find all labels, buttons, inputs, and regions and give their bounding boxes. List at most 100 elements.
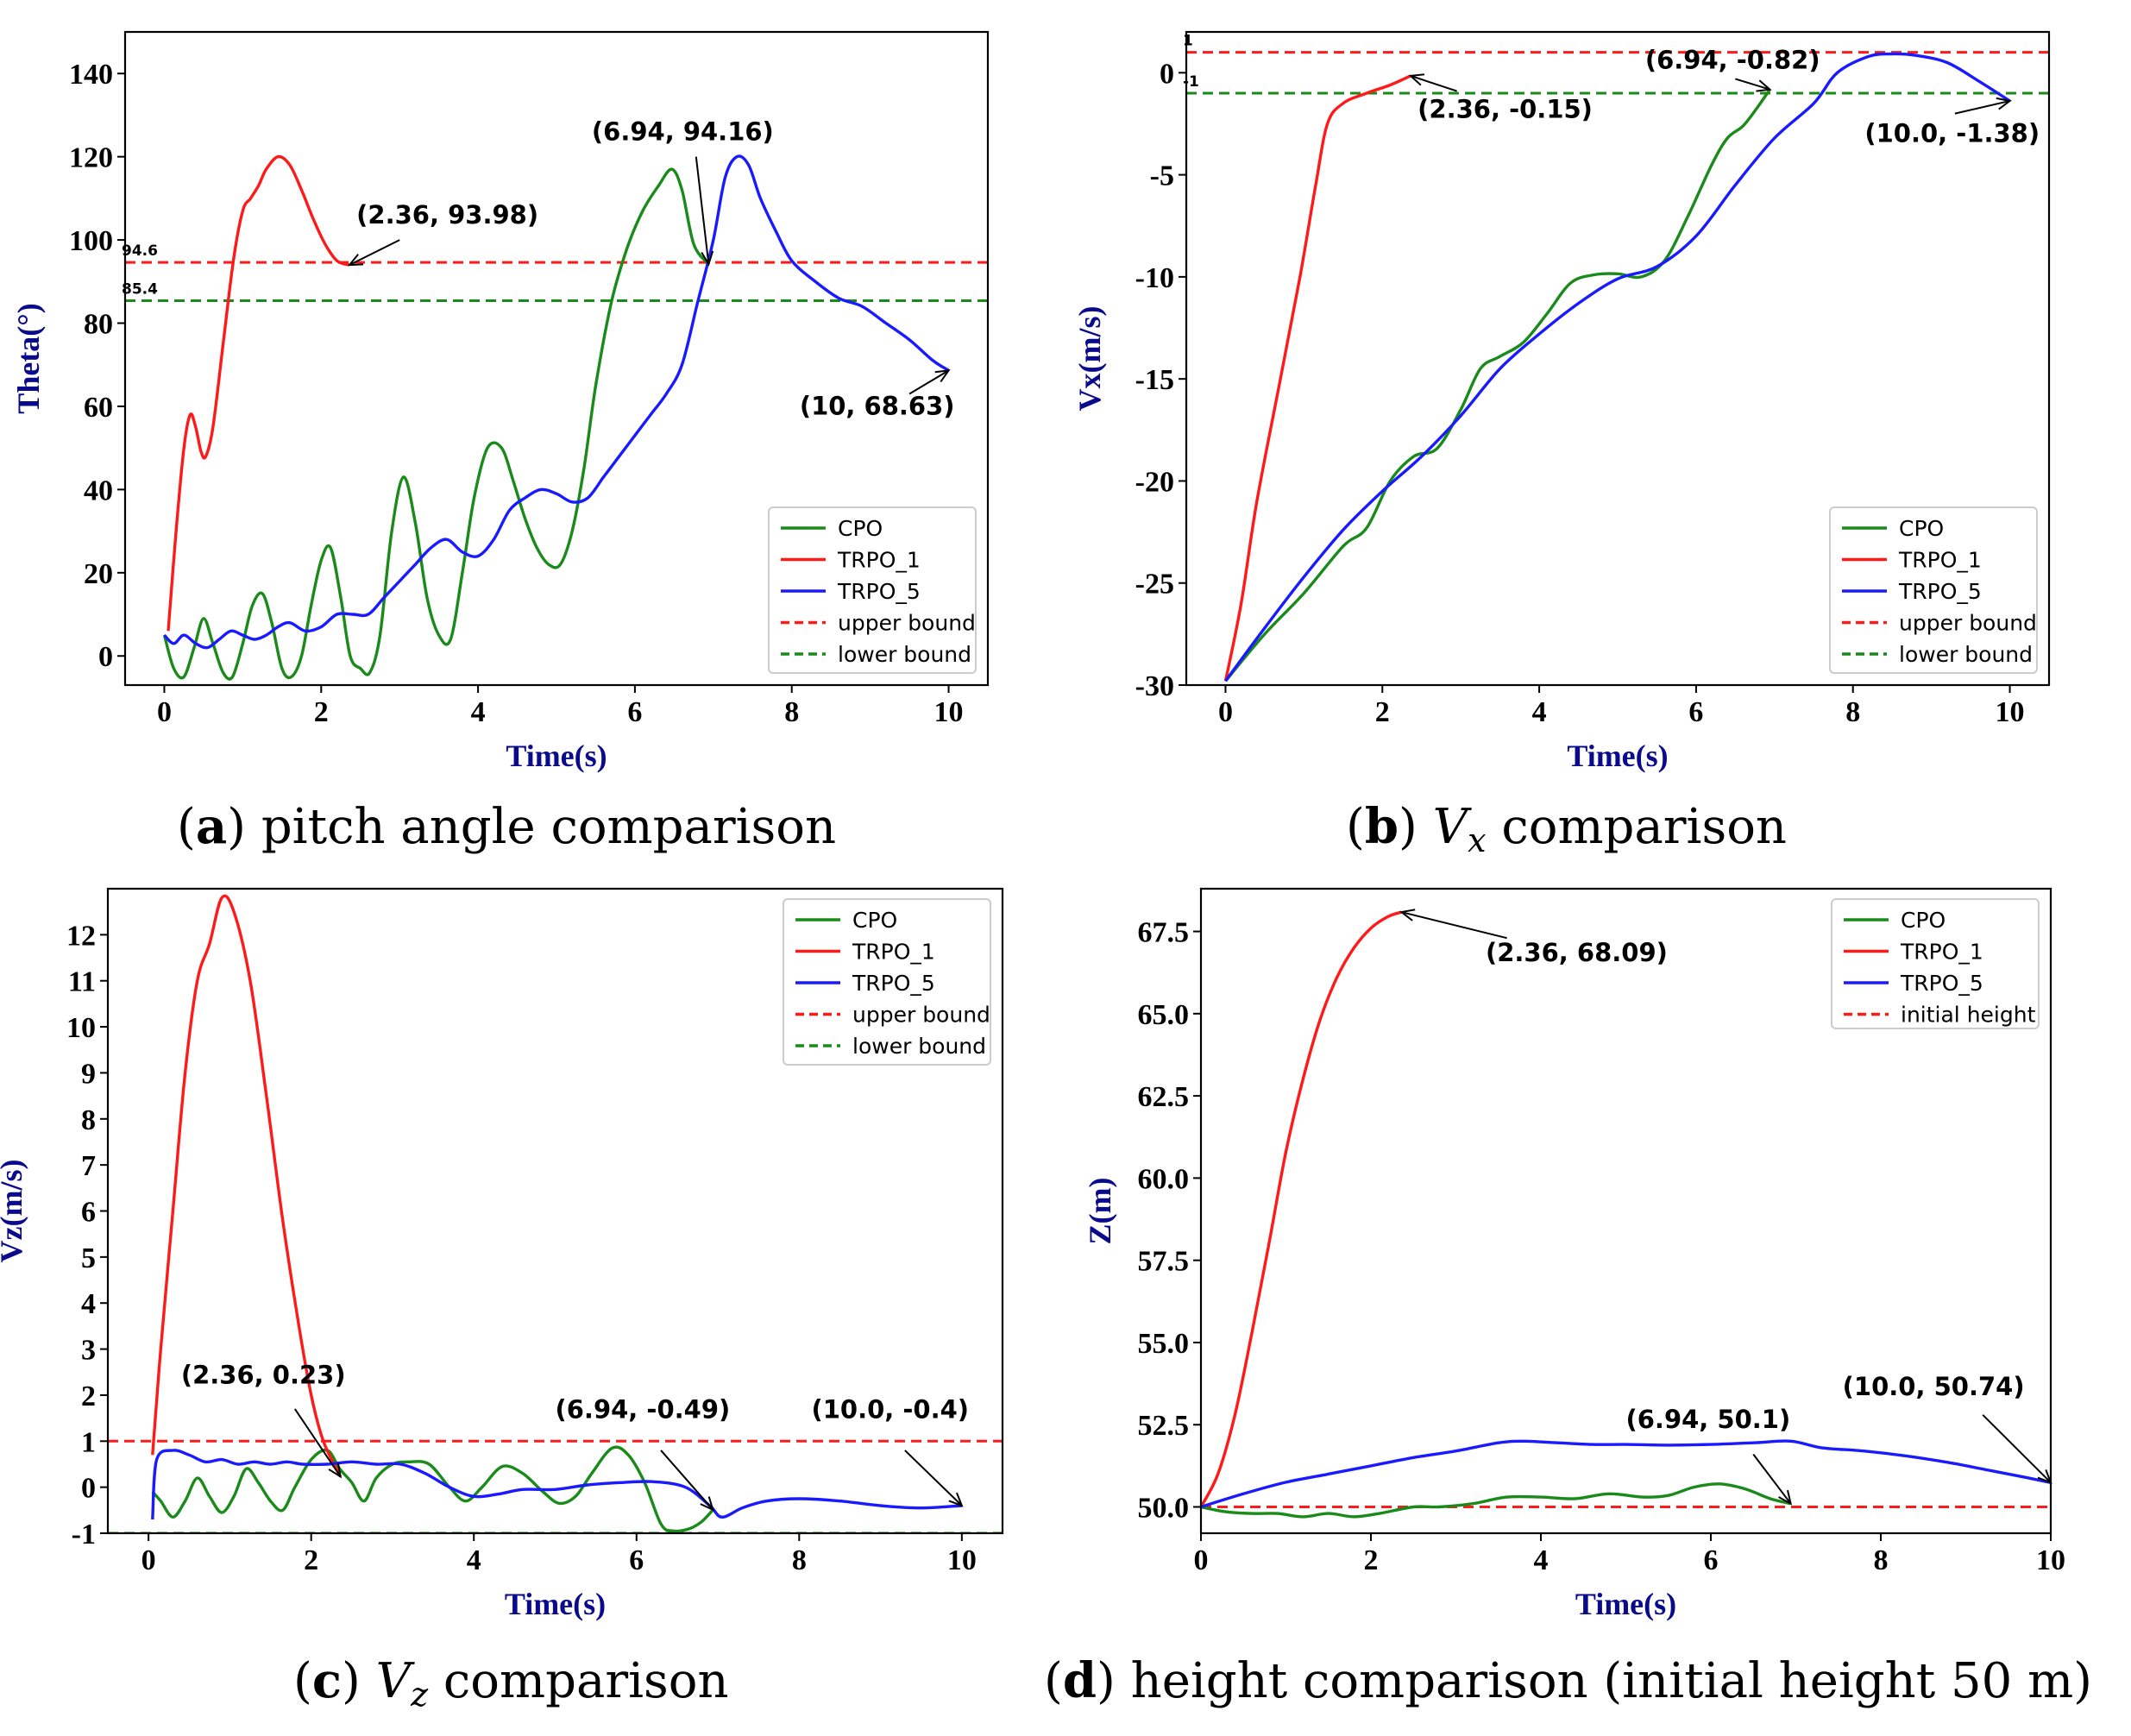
annotation-arrow-head xyxy=(934,369,951,383)
annotation-label: (10, 68.63) xyxy=(800,392,955,421)
series-line-TRPO_1 xyxy=(167,154,350,632)
annotation-arrow-head xyxy=(1408,73,1425,86)
caption-c-symbol: V xyxy=(375,1653,412,1709)
legend-box xyxy=(1831,898,2040,1029)
legend-label: TRPO_5 xyxy=(837,579,921,604)
y-tick-label: 52.5 xyxy=(1138,1410,1190,1442)
caption-b-letter: b xyxy=(1364,798,1399,855)
y-tick-label: 6 xyxy=(81,1197,96,1229)
bound-label-upper: 1 xyxy=(1183,33,1193,50)
caption-b-symbol: V xyxy=(1432,799,1468,855)
caption-b-subscript: x xyxy=(1468,821,1487,859)
legend-label: TRPO_5 xyxy=(1898,579,1982,604)
caption-d-text: height comparison (initial height 50 m) xyxy=(1130,1653,2093,1709)
x-tick-label: 2 xyxy=(1375,696,1390,728)
x-tick-label: 10 xyxy=(1996,696,2025,728)
y-tick-label: 67.5 xyxy=(1138,917,1190,949)
bound-label-lower: 85.4 xyxy=(122,280,158,298)
x-axis-title: Time(s) xyxy=(1567,739,1668,773)
y-tick-label: -10 xyxy=(1135,262,1174,294)
y-axis-title: Vz(m/s) xyxy=(0,1160,28,1263)
plot-frame xyxy=(1199,887,2052,1535)
annotation-label: (2.36, 0.23) xyxy=(181,1361,346,1390)
y-tick-label: 12 xyxy=(66,920,96,952)
x-tick-label: 8 xyxy=(1874,1544,1889,1576)
y-axis-title: Z(m) xyxy=(1083,1178,1117,1245)
annotation-arrow-shaft xyxy=(1410,74,1457,92)
annotation-label: (2.36, 93.98) xyxy=(356,200,538,230)
annotation-arrow-head xyxy=(700,1496,715,1512)
y-tick-label: 10 xyxy=(66,1012,96,1044)
x-tick-label: 6 xyxy=(627,696,642,728)
y-tick-label: 0 xyxy=(98,641,113,673)
chart-a: 94.685.40 2 4 6 8 10020406080100120140Time(s)… xyxy=(11,30,990,773)
legend-label: TRPO_1 xyxy=(1900,940,1983,965)
caption-a: (a) pitch angle comparison xyxy=(177,798,837,855)
x-tick-label: 8 xyxy=(784,696,799,728)
x-tick-label: 4 xyxy=(467,1544,481,1576)
legend-label: CPO xyxy=(1901,908,1946,933)
x-tick-label: 0 xyxy=(1218,696,1233,728)
legend-label: TRPO_1 xyxy=(1898,548,1982,573)
y-tick-label: 9 xyxy=(81,1058,96,1090)
annotation-arrow-shaft xyxy=(1752,1453,1792,1505)
caption-a-text: pitch angle comparison xyxy=(261,799,837,855)
x-tick-label: 0 xyxy=(1194,1544,1209,1576)
legend-box xyxy=(783,898,991,1066)
annotation-label: (2.36, -0.15) xyxy=(1418,94,1593,123)
y-tick-label: -5 xyxy=(1150,160,1174,192)
y-axis-title: Theta(°) xyxy=(11,303,46,413)
y-tick-label: 1 xyxy=(81,1426,96,1458)
annotation-arrow-shaft xyxy=(1735,78,1770,91)
y-tick-label: 8 xyxy=(81,1104,96,1136)
series-line-TRPO_5 xyxy=(163,154,950,650)
legend-label: lower bound xyxy=(1899,642,2033,667)
y-tick-label: 4 xyxy=(81,1288,96,1320)
x-axis-title: Time(s) xyxy=(506,739,607,773)
plot-frame xyxy=(1185,30,2051,687)
y-tick-label: 55.0 xyxy=(1138,1328,1190,1360)
y-tick-label: 80 xyxy=(84,309,113,341)
annotation-arrow-shaft xyxy=(1401,911,1507,940)
legend-label: TRPO_1 xyxy=(852,940,935,965)
caption-b: (b) Vx comparison xyxy=(1346,798,1787,859)
y-tick-label: 60 xyxy=(84,392,113,424)
x-tick-label: 6 xyxy=(629,1544,644,1576)
annotation-arrow-head xyxy=(1778,1489,1793,1506)
plot-frame xyxy=(123,30,990,687)
legend-label: upper bound xyxy=(838,611,976,636)
x-tick-label: 4 xyxy=(1534,1544,1549,1576)
x-tick-label: 8 xyxy=(1845,696,1860,728)
bound-label-lower: -1 xyxy=(1183,73,1199,91)
legend-box xyxy=(1829,506,2038,674)
y-tick-label: 0 xyxy=(81,1473,96,1505)
chart-c: 0 2 4 6 8 10-10123456789101112Time(s)Vz(m/s)(… xyxy=(0,887,1004,1621)
y-tick-label: 20 xyxy=(84,558,113,590)
legend-label: TRPO_5 xyxy=(852,971,935,996)
y-tick-label: 11 xyxy=(68,966,96,998)
annotation-arrow-head xyxy=(328,1462,342,1479)
y-tick-label: 3 xyxy=(81,1335,96,1367)
annotation-label: (6.94, 94.16) xyxy=(592,116,774,146)
legend-label: lower bound xyxy=(852,1034,986,1059)
chart-b: 1-10 2 4 6 8 100-5-10-15-20-25-30Time(s)Vx(m/… xyxy=(1072,30,2051,773)
caption-a-letter: a xyxy=(195,798,228,855)
x-tick-label: 10 xyxy=(947,1544,977,1576)
legend-label: upper bound xyxy=(852,1003,990,1028)
annotation-arrow-shaft xyxy=(1982,1414,2052,1484)
legend-label: lower bound xyxy=(838,642,971,667)
legend-label: upper bound xyxy=(1899,611,2037,636)
annotation-arrow-shaft xyxy=(293,1408,342,1477)
annotation-arrow-shaft xyxy=(908,369,950,395)
y-axis-title: Vx(m/s) xyxy=(1072,306,1107,412)
y-tick-label: -25 xyxy=(1135,569,1174,601)
chart-d: 0 2 4 6 8 10 50.0 52.5 55.0 57.5 60.0 62.5 65.0 67.5 T… xyxy=(1083,887,2065,1621)
annotation-arrow-head xyxy=(1756,79,1772,92)
annotation-label: (10.0, 50.74) xyxy=(1843,1372,2025,1401)
caption-c-letter: c xyxy=(311,1652,342,1709)
